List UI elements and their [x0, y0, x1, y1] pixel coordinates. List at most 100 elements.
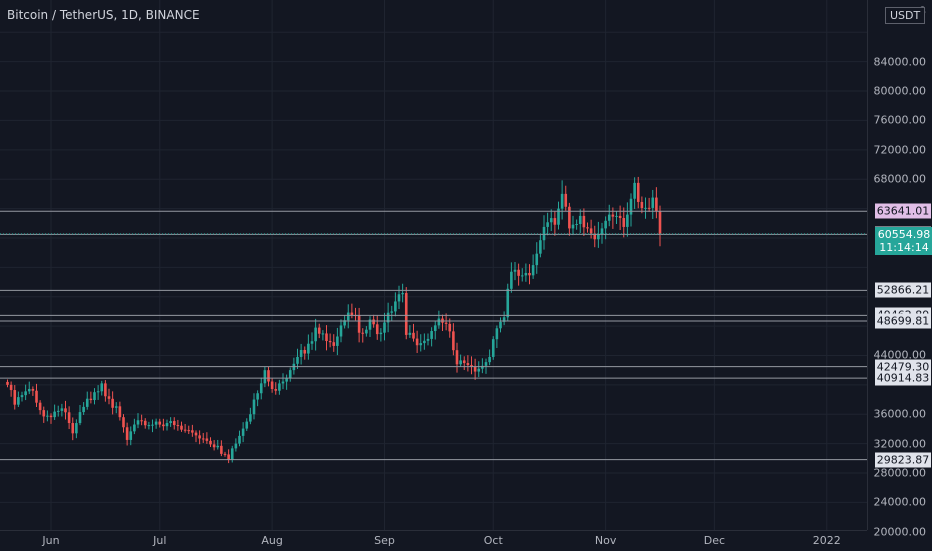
- candle: [655, 187, 658, 219]
- candle: [611, 207, 615, 229]
- currency-button[interactable]: USDT: [885, 7, 926, 24]
- candle-body: [568, 206, 571, 229]
- candle-body: [136, 420, 140, 425]
- candle-body: [100, 383, 104, 392]
- candle: [151, 419, 154, 433]
- candle: [448, 318, 452, 338]
- candle: [136, 413, 140, 429]
- candle: [198, 430, 201, 445]
- candle: [578, 209, 582, 234]
- candle: [589, 219, 593, 239]
- price-tick: 24000.00: [873, 495, 927, 509]
- candle: [640, 196, 644, 214]
- candle: [455, 342, 459, 373]
- candle: [629, 193, 633, 227]
- candle: [274, 382, 278, 395]
- candle-body: [423, 340, 426, 344]
- chart-pane[interactable]: Bitcoin / TetherUS, 1D, BINANCE: [0, 0, 867, 533]
- candle-body: [17, 397, 20, 405]
- candle-body: [6, 381, 9, 385]
- candle-body: [578, 215, 582, 225]
- candle-body: [169, 421, 172, 424]
- candle: [241, 422, 245, 443]
- candle: [194, 430, 198, 443]
- symbol-title: Bitcoin / TetherUS, 1D, BINANCE: [7, 8, 200, 22]
- candle: [437, 310, 441, 329]
- candle: [375, 315, 379, 340]
- candle: [462, 356, 466, 371]
- level-price-tag: 48699.81: [875, 313, 931, 329]
- horizontal-levels: [0, 210, 867, 461]
- candle-body: [20, 395, 24, 398]
- candle-body: [437, 318, 441, 326]
- candle-body: [390, 311, 394, 313]
- level-price-tag: 52866.21: [875, 282, 931, 298]
- candle: [575, 219, 578, 230]
- candle-body: [35, 390, 38, 403]
- level-price-tag: 40914.83: [875, 370, 931, 386]
- candle: [17, 391, 20, 407]
- candle-body: [259, 383, 263, 394]
- candle-body: [542, 226, 546, 241]
- candle: [466, 355, 470, 372]
- candle-body: [557, 208, 560, 225]
- candle-body: [104, 383, 107, 397]
- candle-body: [633, 182, 636, 199]
- candle: [96, 385, 100, 400]
- candle-body: [53, 411, 56, 418]
- candle-body: [241, 428, 245, 436]
- candle: [78, 405, 82, 426]
- candle: [622, 207, 626, 238]
- level-price-tag: 29823.87: [875, 452, 931, 468]
- candle: [9, 381, 13, 397]
- candle: [481, 358, 484, 374]
- candle: [328, 333, 332, 348]
- price-tick: 32000.00: [873, 437, 927, 451]
- candle: [71, 417, 75, 441]
- candle: [140, 414, 143, 426]
- candle: [542, 215, 546, 250]
- candle-body: [615, 215, 618, 217]
- time-axis[interactable]: Jun Jul Aug Sep Oct Nov Dec 2022: [0, 530, 867, 551]
- price-tick: 68000.00: [873, 172, 927, 186]
- candle: [535, 242, 539, 274]
- candle-body: [484, 362, 488, 366]
- candle: [401, 283, 404, 303]
- price-axis[interactable]: 8 84000.0080000.0076000.0072000.0068000.…: [867, 0, 932, 538]
- candle-body: [180, 425, 183, 430]
- candle-body: [357, 315, 361, 333]
- candle-body: [651, 197, 655, 208]
- candle-body: [176, 425, 180, 427]
- candle-body: [640, 201, 644, 209]
- candle-body: [13, 390, 17, 405]
- candle-body: [412, 332, 415, 339]
- candle-body: [31, 388, 35, 391]
- candle: [67, 406, 71, 430]
- candle-body: [401, 293, 404, 295]
- candle-body: [165, 423, 169, 427]
- candle-body: [600, 228, 604, 235]
- candle-body: [321, 333, 325, 335]
- candle: [499, 317, 502, 333]
- candle: [162, 418, 165, 431]
- candle-body: [644, 207, 647, 209]
- candle-body: [107, 396, 111, 399]
- candle-body: [93, 392, 96, 401]
- candle: [586, 222, 589, 233]
- candle: [292, 357, 296, 375]
- candle-body: [118, 406, 122, 418]
- candle-body: [582, 215, 586, 228]
- candle-body: [604, 220, 607, 229]
- candlestick-chart[interactable]: [0, 0, 867, 533]
- candle: [651, 189, 655, 219]
- candle: [506, 283, 510, 321]
- candle-body: [147, 425, 151, 427]
- candle-body: [430, 331, 433, 339]
- candle: [339, 319, 343, 343]
- candle-body: [535, 253, 539, 266]
- candle: [129, 426, 133, 446]
- candle-body: [466, 363, 470, 366]
- candle: [502, 311, 506, 326]
- candle-body: [473, 366, 477, 372]
- candle: [158, 418, 162, 428]
